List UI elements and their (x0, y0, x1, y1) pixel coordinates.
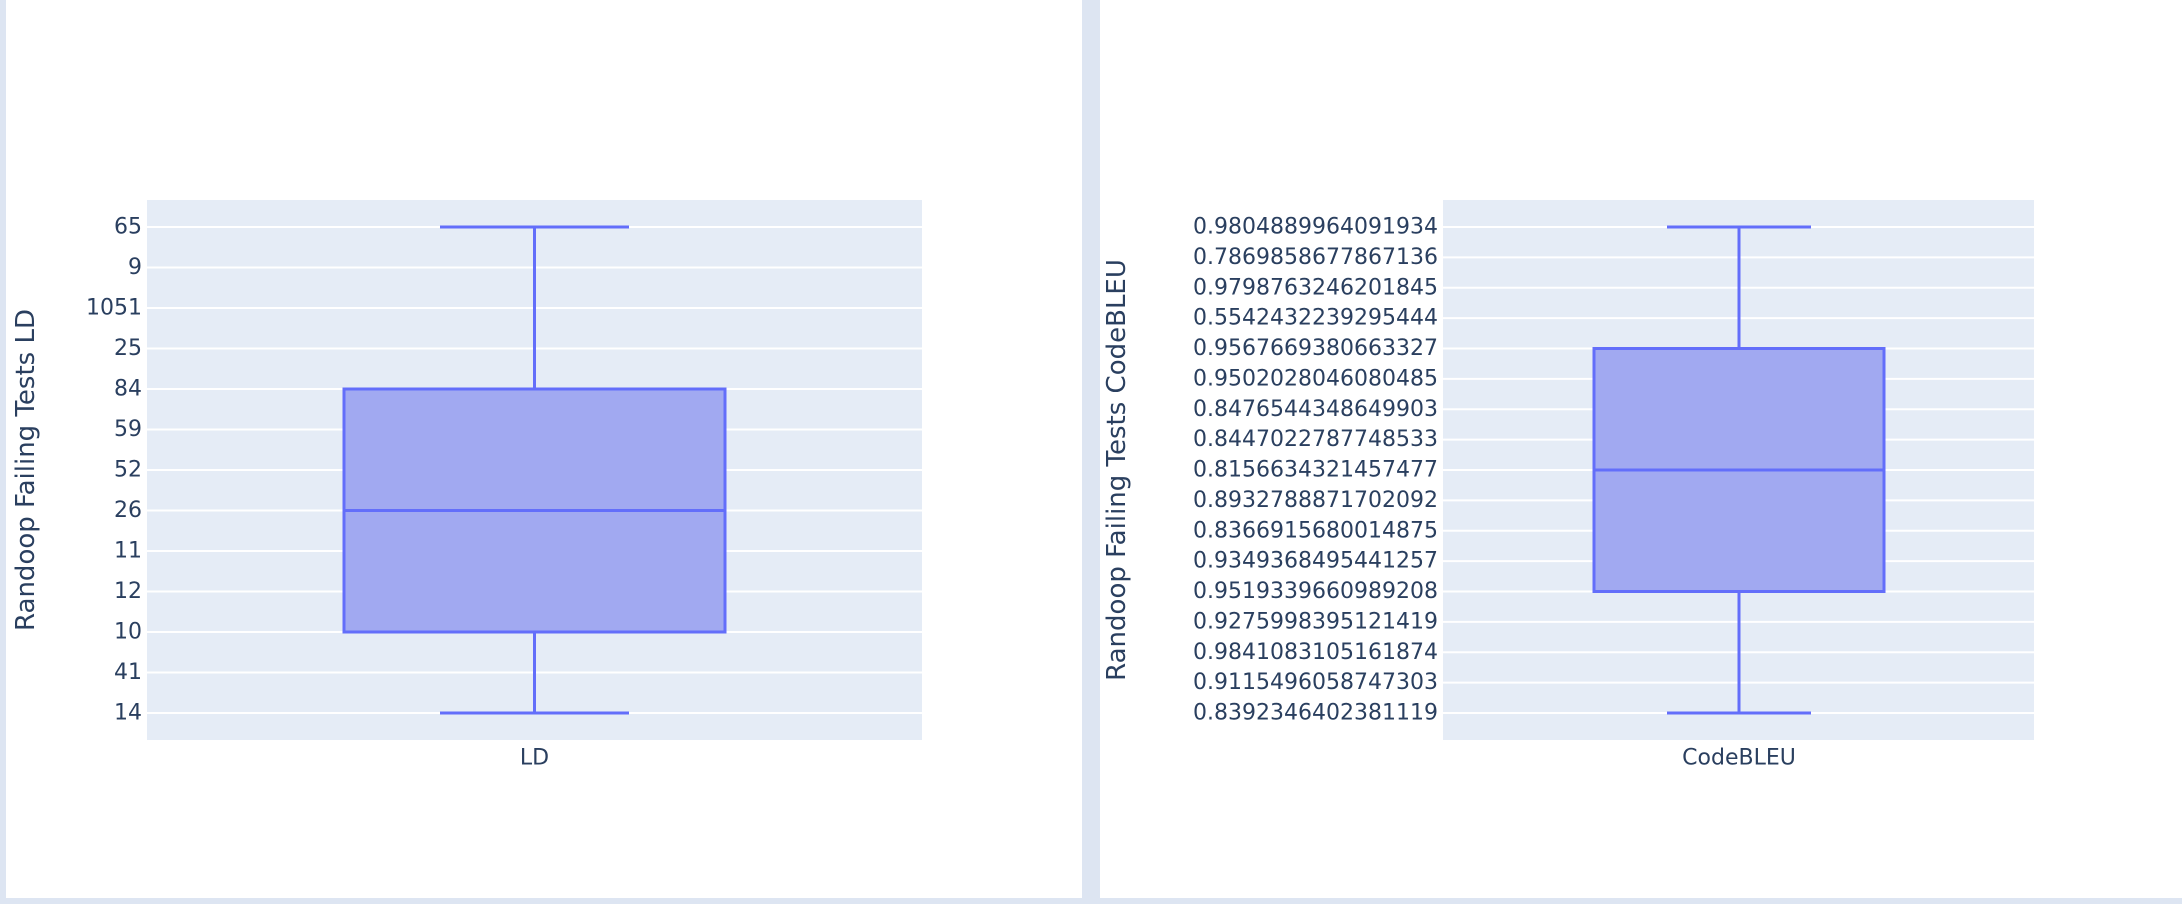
y-tick-label: 0.8447022787748533 (1193, 427, 1438, 452)
y-tick-label: 0.9798763246201845 (1193, 275, 1438, 300)
y-tick-label: 52 (114, 458, 142, 483)
y-tick-label: 0.9519339660989208 (1193, 579, 1438, 604)
y-tick-label: 0.5542432239295444 (1193, 306, 1438, 331)
y-tick-label: 12 (114, 579, 142, 604)
y-tick-label: 0.7869858677867136 (1193, 245, 1438, 270)
y-tick-label: 0.9275998395121419 (1193, 609, 1438, 634)
y-axis-title: Randoop Failing Tests CodeBLEU (1102, 259, 1132, 681)
y-tick-label: 0.8932788871702092 (1193, 488, 1438, 513)
y-tick-label: 10 (114, 620, 142, 645)
y-tick-label: 0.9804889964091934 (1193, 215, 1438, 240)
y-tick-label: 26 (114, 498, 142, 523)
box-plot-codebleu: 0.8392346402381119 0.9115496058747303 0.98… (1102, 200, 2034, 771)
y-tick-label: 25 (114, 336, 142, 361)
box-plot-ld: 14 41 10 12 11 26 52 59 84 25 1051 9 65 LD Randoop Fai… (11, 200, 922, 771)
y-tick-label: 11 (114, 539, 142, 564)
y-tick-label: 0.8156634321457477 (1193, 458, 1438, 483)
y-tick-label: 0.9567669380663327 (1193, 336, 1438, 361)
y-tick-label: 65 (114, 215, 142, 240)
y-tick-label: 9 (128, 255, 142, 280)
y-tick-label: 84 (114, 377, 142, 402)
x-tick-label: CodeBLEU (1682, 746, 1796, 771)
y-tick-label: 14 (114, 701, 142, 726)
y-tick-label: 0.9502028046080485 (1193, 366, 1438, 391)
y-tick-label: 0.9115496058747303 (1193, 670, 1438, 695)
y-axis-title: Randoop Failing Tests LD (11, 309, 41, 631)
y-tick-label: 59 (114, 417, 142, 442)
y-tick-label: 1051 (86, 296, 142, 321)
chart-panel-ld: 14 41 10 12 11 26 52 59 84 25 1051 9 65 LD Randoop Fai… (6, 0, 1082, 898)
chart-panel-codebleu: 0.8392346402381119 0.9115496058747303 0.98… (1100, 0, 2182, 898)
y-tick-label: 41 (114, 660, 142, 685)
y-tick-label: 0.9349368495441257 (1193, 549, 1438, 574)
y-tick-label: 0.8366915680014875 (1193, 518, 1438, 543)
y-tick-label: 0.8476544348649903 (1193, 397, 1438, 422)
x-tick-label: LD (520, 746, 549, 771)
y-tick-label: 0.9841083105161874 (1193, 640, 1438, 665)
y-tick-label: 0.8392346402381119 (1193, 701, 1438, 726)
